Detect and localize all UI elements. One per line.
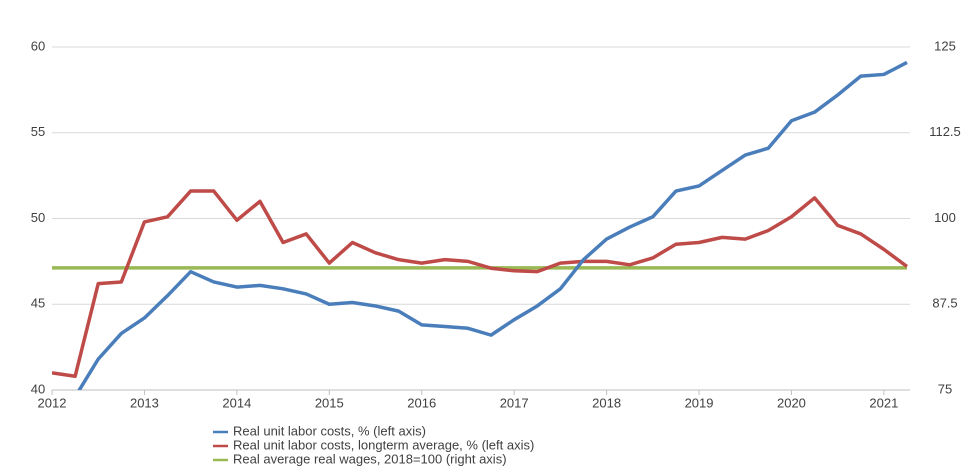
- x-tick-label: 2020: [777, 395, 806, 410]
- x-tick-label: 2019: [685, 395, 714, 410]
- y-tick-label: 45: [31, 296, 45, 311]
- x-tick-label: 2013: [130, 395, 159, 410]
- y2-tick-label: 125: [934, 38, 956, 53]
- legend-label: Real unit labor costs, % (left axis): [233, 423, 426, 438]
- y2-tick-label: 112.5: [929, 124, 961, 139]
- legend-label: Real average real wages, 2018=100 (right…: [233, 451, 507, 466]
- x-tick-label: 2012: [38, 395, 67, 410]
- series-line: [52, 189, 909, 379]
- x-tick-label: 2017: [500, 395, 529, 410]
- y-tick-label: 55: [31, 124, 45, 139]
- x-tick-label: 2021: [869, 395, 898, 410]
- y2-tick-label: 75: [938, 381, 952, 396]
- plot-area: [52, 60, 909, 390]
- y-tick-label: 60: [31, 38, 45, 53]
- legend-label: Real unit labor costs, longterm average,…: [233, 437, 534, 452]
- y2-tick-label: 87.5: [932, 296, 957, 311]
- x-tick-label: 2018: [592, 395, 621, 410]
- y2-tick-label: 100: [934, 210, 956, 225]
- y-tick-label: 50: [31, 210, 45, 225]
- x-tick-label: 2014: [222, 395, 251, 410]
- x-tick-label: 2015: [315, 395, 344, 410]
- series-line: [77, 60, 908, 390]
- x-tick-label: 2016: [407, 395, 436, 410]
- y-tick-label: 40: [31, 381, 45, 396]
